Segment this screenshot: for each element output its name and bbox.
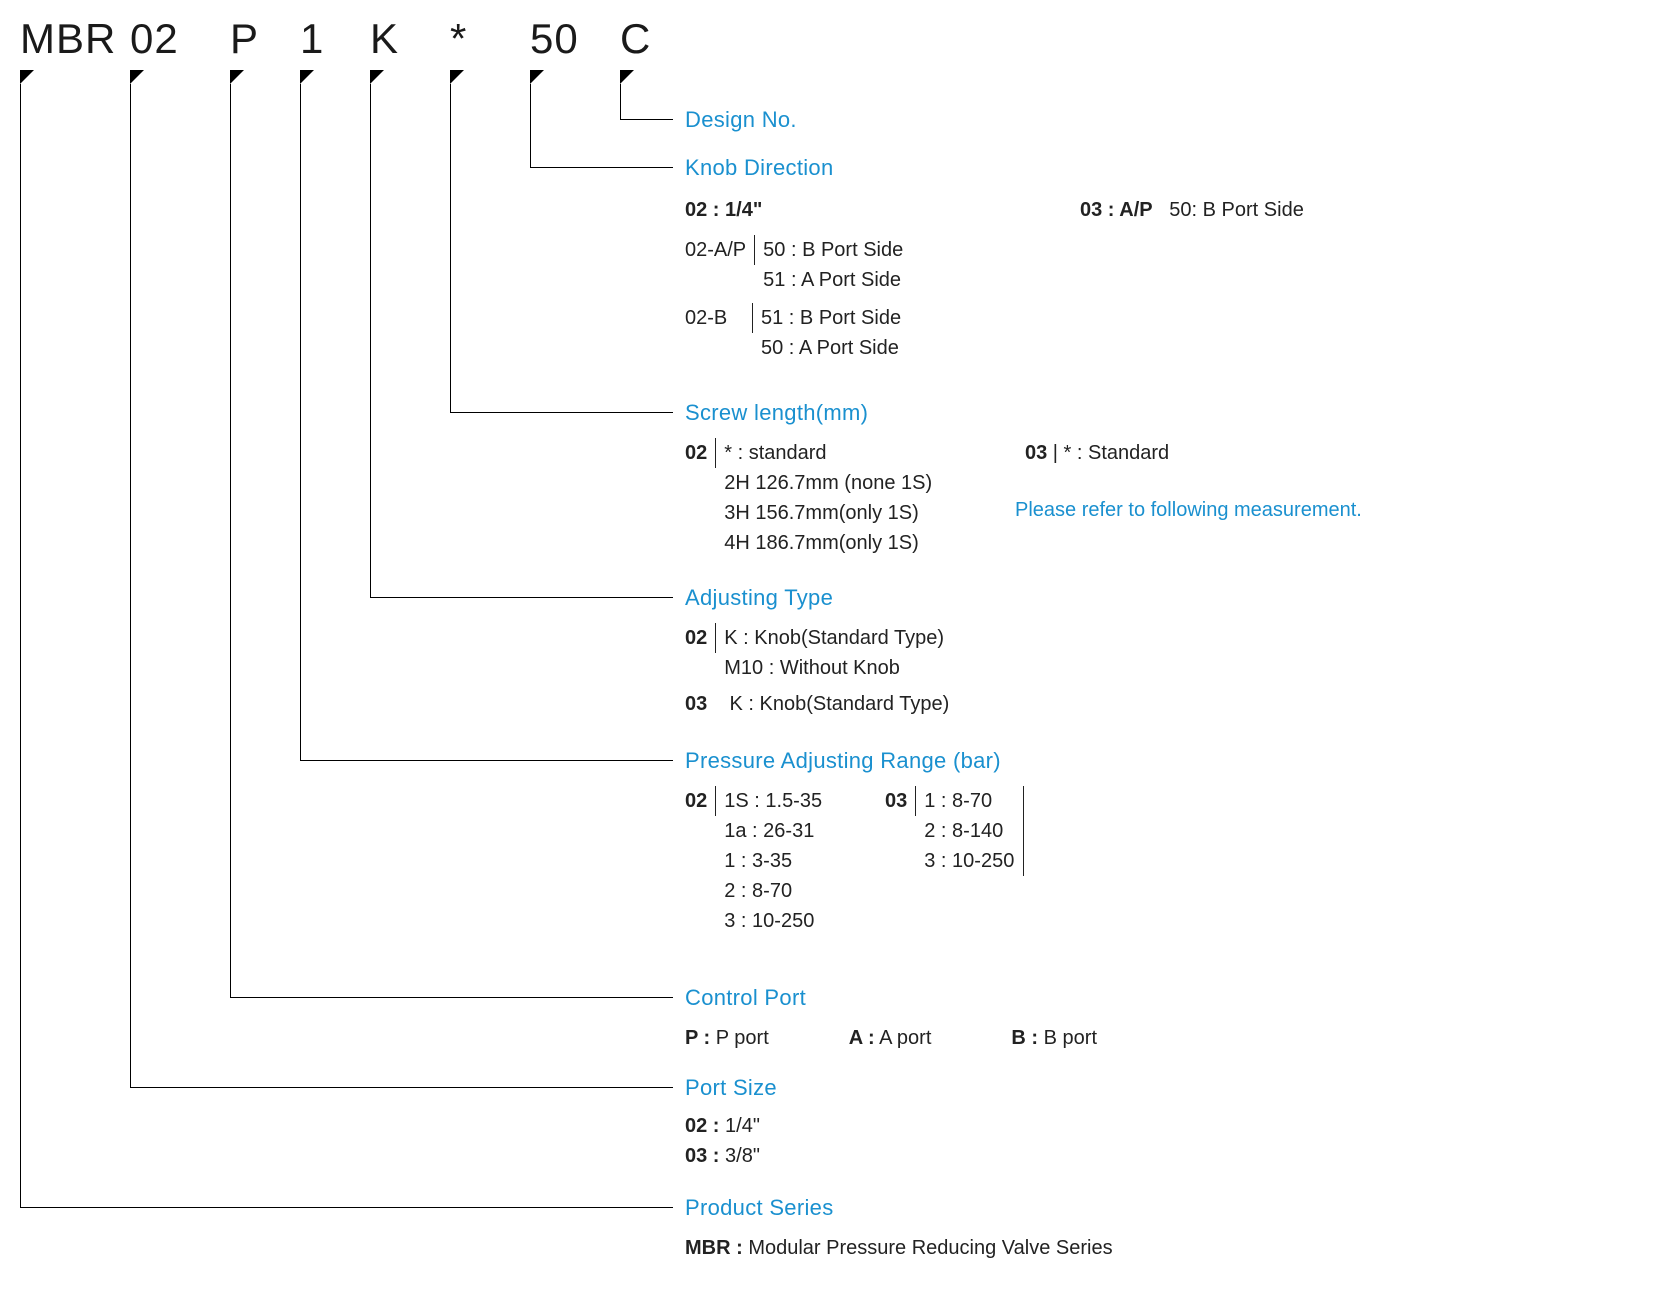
section-title: Screw length(mm) (685, 400, 868, 426)
section-body: 021S : 1.5-351a : 26-311 : 3-352 : 8-703… (685, 786, 844, 936)
section-body: 03 | * : Standard (1025, 438, 1169, 468)
callout-line (300, 760, 673, 761)
callout-line (370, 84, 371, 597)
code-segment-2: P (230, 15, 259, 63)
section-title: Adjusting Type (685, 585, 833, 611)
callout-line (130, 84, 131, 1087)
callout-line (20, 84, 21, 1207)
callout-line (230, 84, 231, 997)
triangle-3 (300, 70, 314, 84)
section-title: Port Size (685, 1075, 777, 1101)
callout-line (620, 119, 673, 120)
section-body: P : P portA : A portB : B port (685, 1023, 1385, 1053)
section-title: Product Series (685, 1195, 834, 1221)
code-segment-3: 1 (300, 15, 324, 63)
callout-line (370, 597, 673, 598)
triangle-0 (20, 70, 34, 84)
code-segment-0: MBR (20, 15, 116, 63)
section-title: Pressure Adjusting Range (bar) (685, 748, 1001, 774)
section-body: 02 : 1/4" (685, 195, 762, 225)
code-segment-6: 50 (530, 15, 579, 63)
callout-line (450, 412, 673, 413)
section-body: 02K : Knob(Standard Type)M10 : Without K… (685, 623, 944, 683)
section-body: MBR : Modular Pressure Reducing Valve Se… (685, 1233, 1113, 1263)
section-body: Please refer to following measurement. (1015, 495, 1415, 525)
triangle-5 (450, 70, 464, 84)
section-body: 03 : A/P 50: B Port Side (1080, 195, 1304, 225)
section-body: 02-A/P50 : B Port Side51 : A Port Side (685, 235, 903, 295)
callout-line (130, 1087, 673, 1088)
section-body: 031 : 8-702 : 8-1403 : 10-250 (885, 786, 1032, 876)
triangle-4 (370, 70, 384, 84)
callout-line (620, 84, 621, 119)
section-body: 02* : standard2H 126.7mm (none 1S)3H 156… (685, 438, 932, 558)
code-segment-4: K (370, 15, 399, 63)
code-segment-1: 02 (130, 15, 179, 63)
code-segment-5: * (450, 15, 467, 63)
callout-line (300, 84, 301, 760)
callout-line (20, 1207, 673, 1208)
section-title: Control Port (685, 985, 806, 1011)
section-body: 02 : 1/4"03 : 3/8" (685, 1111, 760, 1171)
triangle-2 (230, 70, 244, 84)
triangle-1 (130, 70, 144, 84)
callout-line (230, 997, 673, 998)
code-segment-7: C (620, 15, 651, 63)
section-body: 02-B51 : B Port Side50 : A Port Side (685, 303, 901, 363)
callout-line (530, 167, 673, 168)
callout-line (530, 84, 531, 167)
section-title: Knob Direction (685, 155, 834, 181)
callout-line (450, 84, 451, 412)
triangle-7 (620, 70, 634, 84)
section-title: Design No. (685, 107, 797, 133)
section-body: 03 K : Knob(Standard Type) (685, 689, 949, 719)
triangle-6 (530, 70, 544, 84)
